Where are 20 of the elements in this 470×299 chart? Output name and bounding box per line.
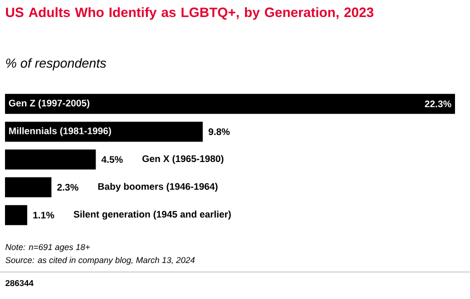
y-tick-label: Gen Z (1997-2005) [8,99,90,108]
y-tick-label: Baby boomers (1946-1964) [98,182,218,192]
bar [5,177,52,198]
chart-title: US Adults Who Identify as LGBTQ+, by Generation, 2023 [6,7,374,20]
bar [5,150,96,170]
y-tick-label: Gen X (1965-1980) [142,155,224,164]
data-label: 9.8% [208,128,230,136]
text: 286344 [6,280,34,286]
data-label: 2.3% [57,184,78,191]
bar [5,205,28,226]
data-label: 4.5% [101,156,123,163]
data-label: 1.1% [33,212,54,218]
text: Note: n=691 ages 18+ [5,244,90,252]
y-tick-label: Millennials (1981-1996) [9,127,111,136]
source-note: Source: as cited in company blog, March 13, 2024 [5,256,195,265]
y-tick-label: Silent generation (1945 and earlier) [74,210,231,220]
bar [5,122,203,142]
chart-subtitle: % of respondents [6,58,106,70]
bar [5,94,456,114]
data-label: 22.3% [424,100,452,108]
